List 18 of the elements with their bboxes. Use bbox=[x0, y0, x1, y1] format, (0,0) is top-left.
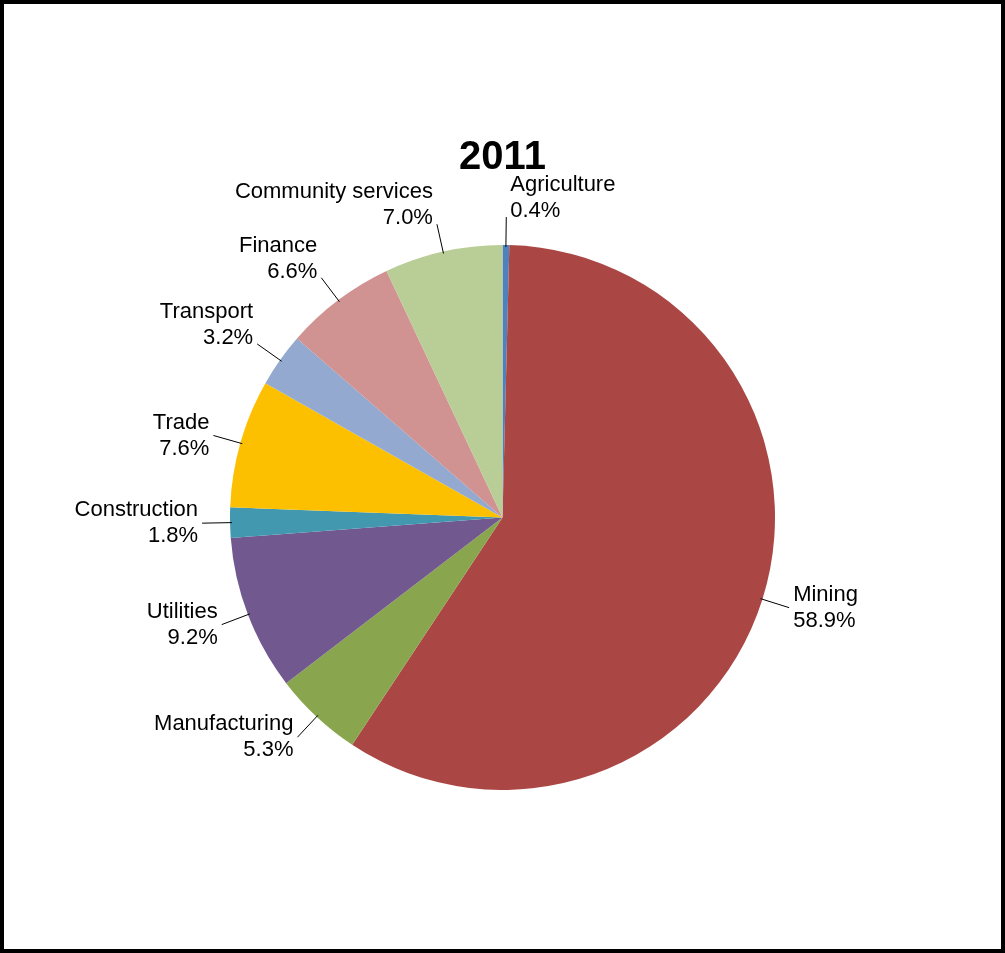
slice-label: Finance bbox=[239, 231, 318, 257]
slice-label: Utilities bbox=[146, 597, 218, 623]
slice-label: Community services bbox=[234, 178, 433, 204]
data-label: 6.6% bbox=[267, 257, 318, 283]
data-label: 3.2% bbox=[203, 324, 254, 349]
data-label: 0.4% bbox=[510, 197, 561, 223]
data-label: 7.0% bbox=[382, 204, 433, 230]
slice-label: Agriculture bbox=[510, 171, 616, 197]
data-label: 7.6% bbox=[159, 434, 210, 460]
data-label: 5.3% bbox=[243, 736, 294, 762]
data-label: 1.8% bbox=[147, 522, 199, 548]
slice-label: Manufacturing bbox=[154, 710, 294, 736]
slice-label: Construction bbox=[74, 496, 199, 522]
data-label: 58.9% bbox=[793, 606, 856, 632]
data-label: 9.2% bbox=[167, 623, 218, 649]
slice-label: Transport bbox=[159, 298, 254, 323]
slice-label: Mining bbox=[793, 580, 858, 606]
slice-label: Trade bbox=[152, 408, 210, 434]
